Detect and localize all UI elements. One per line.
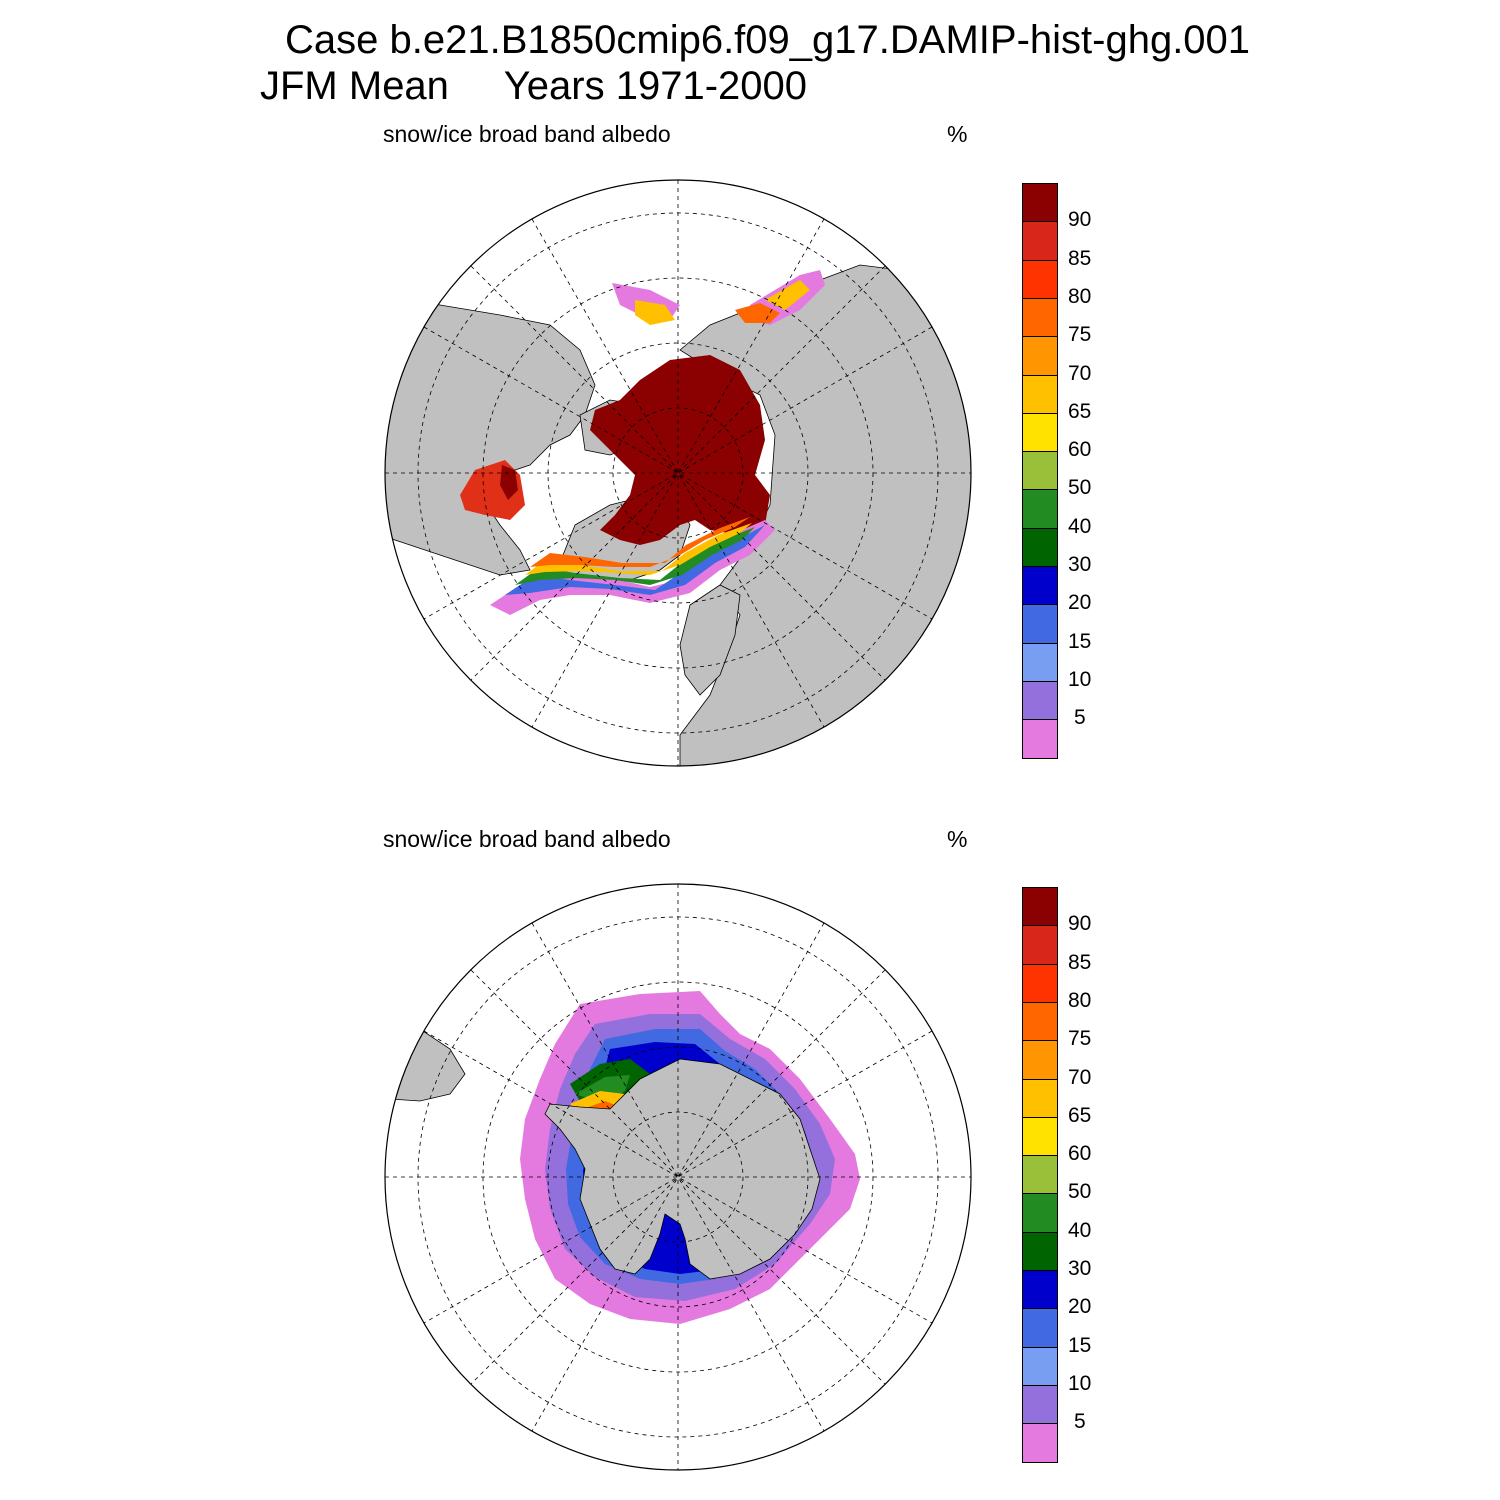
graticule: [385, 180, 971, 766]
colorbar-south: [1022, 887, 1058, 1464]
colorbar-tick-label: 10: [1068, 667, 1092, 691]
colorbar-swatch: [1022, 604, 1058, 644]
colorbar-tick-label: 40: [1068, 514, 1092, 538]
colorbar-tick-label: 15: [1068, 629, 1092, 653]
colorbar-tick-label: 65: [1068, 1103, 1092, 1127]
colorbar-tick-label: 60: [1068, 438, 1092, 462]
colorbar-tick-label: 10: [1068, 1371, 1092, 1395]
colorbar-swatch: [1022, 1270, 1058, 1310]
figure-title-period: JFM Mean Years 1971-2000: [260, 64, 807, 108]
colorbar-swatch: [1022, 527, 1058, 567]
colorbar-swatch: [1022, 680, 1058, 721]
colorbar-swatch: [1022, 412, 1058, 453]
colorbar-tick-label: 50: [1068, 1180, 1092, 1204]
colorbar-tick-label: 60: [1068, 1142, 1092, 1166]
colorbar-swatch: [1022, 1040, 1058, 1080]
colorbar-tick-label: 30: [1068, 1257, 1092, 1280]
map-boundary: [384, 179, 972, 767]
colorbar-tick-label: 15: [1068, 1333, 1092, 1357]
colorbar-swatch: [1022, 489, 1058, 529]
colorbar-swatch: [1022, 1308, 1058, 1348]
figure-title-case: Case b.e21.B1850cmip6.f09_g17.DAMIP-hist…: [285, 18, 1251, 62]
panel-south-units-label: %: [947, 826, 968, 852]
colorbar-tick-label: 80: [1068, 988, 1092, 1012]
arctic-sea-ice: [460, 270, 825, 615]
eurasia-landmass: [679, 264, 971, 766]
arctic-polar-map: [384, 179, 972, 767]
colorbar-swatch: [1022, 925, 1058, 965]
colorbar-tick-label: 70: [1068, 1065, 1092, 1089]
colorbar-swatch: [1022, 1346, 1058, 1386]
map-boundary: [384, 883, 972, 1471]
colorbar-tick-label: 40: [1068, 1218, 1092, 1242]
colorbar-tick-label: 80: [1068, 284, 1092, 308]
colorbar-swatch: [1022, 259, 1058, 299]
colorbar-swatch: [1022, 1384, 1058, 1425]
graticule: [385, 884, 971, 1470]
colorbar-tick-label: 85: [1068, 246, 1092, 270]
colorbar-swatch: [1022, 719, 1058, 760]
colorbar-tick-label: 65: [1068, 399, 1092, 423]
colorbar-swatch: [1022, 221, 1058, 261]
colorbar-swatch: [1022, 183, 1058, 223]
colorbar-swatch: [1022, 336, 1058, 376]
colorbar-tick-label: 90: [1068, 912, 1092, 936]
colorbar-swatch: [1022, 1423, 1058, 1464]
colorbar-tick-label: 30: [1068, 553, 1092, 576]
colorbar-swatch: [1022, 374, 1058, 414]
colorbar-tick-label: 50: [1068, 476, 1092, 500]
colorbar-swatch: [1022, 887, 1058, 927]
colorbar-swatch: [1022, 1078, 1058, 1118]
colorbar-tick-label: 5: [1074, 706, 1086, 730]
colorbar-swatch: [1022, 1001, 1058, 1042]
colorbar-swatch: [1022, 1116, 1058, 1157]
antarctic-polar-map: [384, 883, 972, 1471]
colorbar-swatch: [1022, 297, 1058, 338]
colorbar-swatch: [1022, 451, 1058, 491]
colorbar-north: [1022, 183, 1058, 760]
colorbar-swatch: [1022, 566, 1058, 606]
colorbar-tick-label: 75: [1068, 1027, 1092, 1051]
panel-south-variable-label: snow/ice broad band albedo: [383, 826, 671, 852]
colorbar-tick-label: 70: [1068, 361, 1092, 385]
colorbar-tick-label: 75: [1068, 323, 1092, 347]
colorbar-swatch: [1022, 1193, 1058, 1233]
colorbar-swatch: [1022, 1231, 1058, 1271]
colorbar-tick-label: 85: [1068, 950, 1092, 974]
panel-north-variable-label: snow/ice broad band albedo: [383, 121, 671, 147]
colorbar-tick-label: 5: [1074, 1410, 1086, 1434]
colorbar-tick-label: 20: [1068, 591, 1092, 615]
colorbar-tick-label: 20: [1068, 1295, 1092, 1319]
colorbar-swatch: [1022, 1155, 1058, 1195]
colorbar-swatch: [1022, 963, 1058, 1003]
colorbar-tick-label: 90: [1068, 208, 1092, 232]
panel-north-units-label: %: [947, 121, 968, 147]
colorbar-swatch: [1022, 642, 1058, 682]
